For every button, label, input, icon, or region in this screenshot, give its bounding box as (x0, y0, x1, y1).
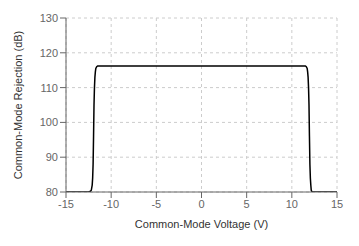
svg-text:10: 10 (286, 198, 298, 210)
svg-text:90: 90 (46, 151, 58, 163)
svg-text:-10: -10 (103, 198, 119, 210)
svg-text:120: 120 (40, 47, 58, 59)
svg-text:Common-Mode Rejection (dB): Common-Mode Rejection (dB) (12, 31, 24, 180)
svg-text:100: 100 (40, 116, 58, 128)
svg-text:130: 130 (40, 12, 58, 24)
svg-text:0: 0 (198, 198, 204, 210)
svg-text:110: 110 (40, 82, 58, 94)
svg-text:80: 80 (46, 186, 58, 198)
svg-text:Common-Mode Voltage (V): Common-Mode Voltage (V) (135, 218, 268, 230)
svg-text:-15: -15 (58, 198, 74, 210)
svg-text:-5: -5 (151, 198, 161, 210)
svg-text:15: 15 (331, 198, 343, 210)
svg-text:5: 5 (244, 198, 250, 210)
